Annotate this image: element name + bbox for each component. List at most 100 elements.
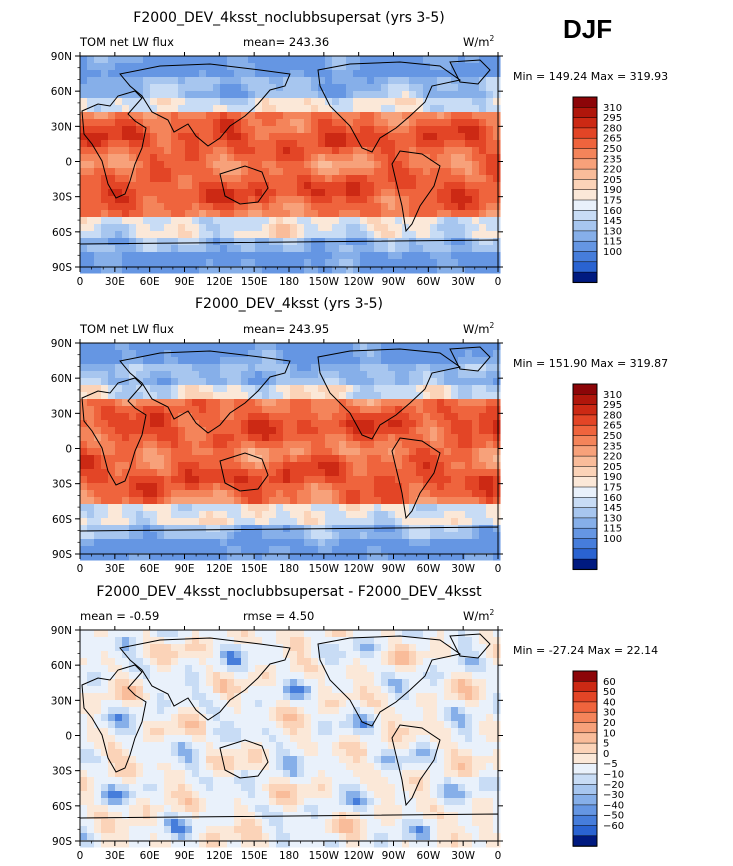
x-tick-label: 60E (140, 563, 160, 575)
colorbar-swatch (573, 97, 597, 108)
units-label: W/m2 (463, 34, 494, 49)
panel-variable-label: TOM net LW flux (79, 35, 174, 49)
colorbar-swatch (573, 528, 597, 539)
colorbar-swatch (573, 128, 597, 139)
x-tick-label: 90E (175, 563, 195, 575)
y-tick-label: 90N (51, 625, 72, 637)
min-max-label: Min = -27.24 Max = 22.14 (513, 644, 658, 657)
colorbar-swatch (573, 466, 597, 477)
x-tick-label: 30W (451, 850, 475, 862)
colorbar-swatch (573, 753, 597, 764)
y-tick-label: 30S (52, 479, 72, 491)
min-max-label: Min = 151.90 Max = 319.87 (513, 357, 668, 370)
panel-2: F2000_DEV_4ksst (yrs 3-5) TOM net LW flux… (51, 296, 668, 575)
x-tick-label: 30W (451, 563, 475, 575)
panel-title: F2000_DEV_4ksst_noclubbsupersat - F2000_… (96, 584, 482, 600)
x-tick-label: 0 (495, 850, 502, 862)
colorbar-swatch (573, 487, 597, 498)
x-tick-label: 60W (416, 850, 440, 862)
colorbar-swatch (573, 415, 597, 426)
colorbar-swatch (573, 425, 597, 436)
colorbar-swatch (573, 200, 597, 211)
colorbar-swatch (573, 446, 597, 457)
figure: F2000_DEV_4ksst_noclubbsupersat (yrs 3-5… (0, 0, 733, 866)
colorbar-swatch (573, 764, 597, 775)
colorbar-swatch (573, 221, 597, 232)
colorbar-swatch (573, 733, 597, 744)
y-tick-label: 60S (52, 801, 72, 813)
colorbar-swatch (573, 702, 597, 713)
x-tick-label: 30E (105, 276, 125, 288)
panel-title: F2000_DEV_4ksst (yrs 3-5) (195, 296, 383, 312)
x-tick-label: 30E (105, 563, 125, 575)
y-tick-label: 60N (51, 86, 72, 98)
x-tick-label: 120E (206, 850, 233, 862)
colorbar-swatch (573, 262, 597, 273)
colorbar-swatch (573, 497, 597, 508)
colorbar: 3102952802652502352202051901751601451301… (573, 97, 622, 283)
x-tick-label: 60E (140, 850, 160, 862)
units-label: W/m2 (463, 321, 494, 336)
x-tick-label: 150W (309, 563, 340, 575)
y-tick-label: 30N (51, 695, 72, 707)
colorbar-label: 100 (603, 247, 622, 258)
y-tick-label: 0 (65, 157, 72, 169)
panel-mean-label: mean= 243.95 (243, 322, 329, 336)
x-tick-label: 120E (206, 276, 233, 288)
y-tick-label: 90S (52, 262, 72, 274)
y-tick-label: 30N (51, 121, 72, 133)
x-tick-label: 180 (279, 563, 299, 575)
colorbar-label: 100 (603, 534, 622, 545)
x-tick-label: 180 (279, 276, 299, 288)
y-tick-label: 30S (52, 192, 72, 204)
x-tick-label: 180 (279, 850, 299, 862)
colorbar-swatch (573, 784, 597, 795)
colorbar-swatch (573, 549, 597, 560)
colorbar-swatch (573, 681, 597, 692)
colorbar-swatch (573, 456, 597, 467)
y-tick-label: 90S (52, 549, 72, 561)
colorbar-swatch (573, 231, 597, 242)
x-tick-label: 90W (382, 563, 406, 575)
colorbar-swatch (573, 394, 597, 405)
colorbar-swatch (573, 826, 597, 837)
colorbar-swatch (573, 118, 597, 129)
colorbar-swatch (573, 508, 597, 519)
x-tick-label: 0 (77, 563, 84, 575)
x-tick-label: 120W (343, 850, 374, 862)
colorbar-swatch (573, 159, 597, 170)
x-tick-label: 150W (309, 276, 340, 288)
colorbar: 3102952802652502352202051901751601451301… (573, 384, 622, 570)
x-tick-label: 150E (241, 563, 268, 575)
colorbar-swatch (573, 169, 597, 180)
panel-variable-label: TOM net LW flux (79, 322, 174, 336)
colorbar-swatch (573, 179, 597, 190)
y-tick-label: 0 (65, 731, 72, 743)
colorbar-swatch (573, 477, 597, 488)
x-tick-label: 30E (105, 850, 125, 862)
colorbar-swatch (573, 436, 597, 447)
x-tick-label: 90W (382, 276, 406, 288)
x-tick-label: 150E (241, 276, 268, 288)
x-tick-label: 150W (309, 850, 340, 862)
units-label: W/m2 (463, 608, 494, 623)
y-tick-label: 60N (51, 660, 72, 672)
panel-mean-label: mean= 243.36 (243, 35, 329, 49)
colorbar-swatch (573, 252, 597, 263)
colorbar-swatch (573, 671, 597, 682)
panel-1: F2000_DEV_4ksst_noclubbsupersat (yrs 3-5… (51, 10, 668, 288)
y-tick-label: 90S (52, 836, 72, 848)
colorbar-swatch (573, 210, 597, 221)
y-tick-label: 30N (51, 408, 72, 420)
x-tick-label: 60W (416, 276, 440, 288)
min-max-label: Min = 149.24 Max = 319.93 (513, 70, 668, 83)
x-tick-label: 0 (77, 850, 84, 862)
x-tick-label: 120E (206, 563, 233, 575)
colorbar-swatch (573, 795, 597, 806)
y-tick-label: 0 (65, 444, 72, 456)
colorbar-swatch (573, 559, 597, 570)
x-tick-label: 90E (175, 276, 195, 288)
y-tick-label: 90N (51, 338, 72, 350)
y-tick-label: 90N (51, 51, 72, 63)
